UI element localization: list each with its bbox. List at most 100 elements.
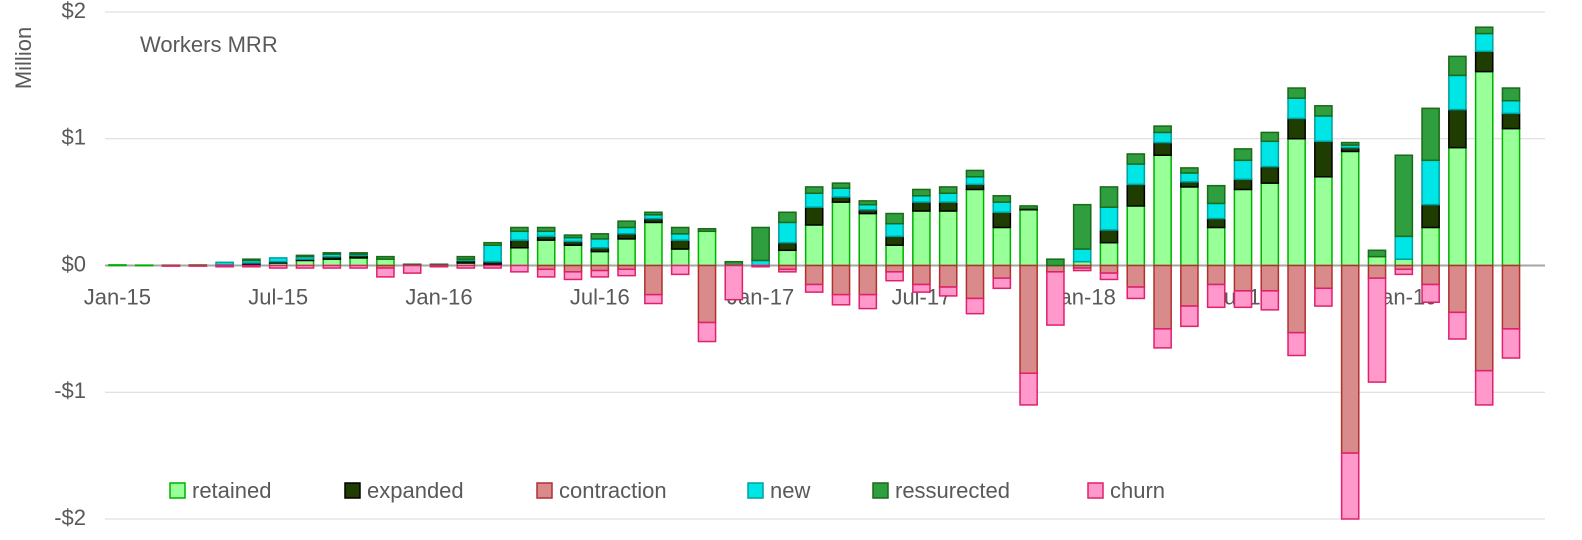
bar-segment (1206, 217, 1226, 229)
bar-segment (161, 264, 181, 267)
bar-segment (456, 255, 476, 260)
bar-segment (1314, 264, 1333, 290)
bar-segment (349, 252, 368, 255)
bar-segment (938, 192, 958, 203)
bar-segment (1501, 99, 1521, 115)
bar-segment (1019, 372, 1038, 406)
bar-segment (644, 264, 663, 296)
bar-segment (563, 244, 583, 267)
bar-segment (912, 195, 931, 203)
bar-segment (617, 268, 636, 277)
bar-segment (1367, 277, 1387, 383)
bar-segment (1260, 182, 1280, 267)
bar-segment (1421, 264, 1440, 286)
bar-segment (1099, 272, 1119, 281)
bar-segment (938, 210, 958, 267)
bar-segment (1448, 108, 1467, 149)
bar-segment (965, 264, 985, 300)
bar-segment (965, 169, 985, 178)
bar-segment (1126, 205, 1146, 267)
bar-segment (1153, 328, 1172, 349)
bar-segment (1153, 264, 1172, 330)
bar-segment (670, 248, 690, 267)
bar-segment (1260, 264, 1280, 292)
bar-segment (1099, 229, 1119, 244)
bar-segment (697, 264, 717, 324)
bar-segment (1287, 117, 1306, 140)
bar-segment (885, 212, 904, 225)
bar-segment (938, 186, 958, 195)
bar-segment (590, 264, 610, 272)
legend-label: churn (1110, 478, 1165, 503)
bar-segment (912, 264, 931, 286)
bar-segment (376, 258, 395, 267)
bar-segment (858, 203, 878, 211)
bar-segment (1474, 70, 1494, 267)
bar-segment (1394, 235, 1414, 260)
bar-segment (1099, 241, 1119, 267)
bar-segment (1287, 87, 1306, 99)
bar-segment (617, 238, 636, 267)
bar-segment (670, 239, 690, 250)
bar-segment (778, 211, 797, 224)
bar-segment (1233, 148, 1253, 162)
legend-swatch (1087, 482, 1104, 499)
bar-segment (751, 259, 770, 267)
chart-title: Workers MRR (140, 32, 278, 57)
bar-segment (1233, 264, 1253, 292)
bar-segment (912, 188, 931, 197)
bar-segment (831, 196, 851, 203)
bar-segment (563, 264, 583, 273)
bar-segment (590, 269, 610, 278)
bar-segment (1019, 264, 1038, 374)
bar-segment (617, 226, 636, 235)
x-tick-label: Jan-15 (84, 284, 151, 309)
bar-segment (215, 261, 234, 266)
bar-segment (268, 264, 288, 269)
bar-segment (670, 233, 690, 241)
bar-segment (778, 268, 797, 273)
legend-swatch (536, 482, 553, 499)
bar-segment (965, 176, 985, 186)
bar-segment (536, 230, 556, 238)
bar-segment (1314, 140, 1333, 178)
bar-segment (1501, 264, 1521, 330)
bar-segment (1180, 305, 1199, 328)
bar-segment (644, 293, 663, 305)
bar-segment (1126, 183, 1146, 207)
bar-segment (1287, 138, 1306, 267)
bar-segment (1448, 264, 1467, 314)
bar-segment (1233, 188, 1253, 267)
bar-segment (778, 249, 797, 267)
bar-segment (295, 264, 315, 269)
bar-segment (1474, 50, 1494, 73)
bar-segment (831, 182, 851, 189)
bar-segment (242, 258, 261, 262)
bar-segment (1260, 165, 1280, 184)
bar-segment (1126, 153, 1146, 165)
bar-segment (1153, 131, 1172, 144)
bar-segment (992, 264, 1012, 279)
bar-segment (1448, 146, 1467, 267)
bar-segment (510, 239, 529, 249)
bar-segment (1448, 311, 1467, 340)
bar-segment (1072, 203, 1092, 250)
bar-segment (858, 264, 878, 296)
bar-segment (1206, 202, 1226, 220)
bar-segment (697, 227, 717, 233)
bar-segment (590, 233, 610, 240)
bar-segment (1206, 184, 1226, 205)
bar-segment (215, 264, 234, 268)
bar-segment (1314, 115, 1333, 143)
bar-segment (1340, 141, 1360, 146)
bar-segment (1180, 181, 1199, 188)
bar-segment (1153, 141, 1172, 156)
bar-segment (992, 201, 1012, 214)
bar-segment (322, 264, 342, 269)
legend-swatch (747, 482, 764, 499)
bar-segment (778, 221, 797, 244)
bar-segment (858, 200, 878, 206)
bar-segment (778, 241, 797, 252)
bar-segment (1019, 208, 1038, 267)
bar-segment (751, 226, 770, 262)
